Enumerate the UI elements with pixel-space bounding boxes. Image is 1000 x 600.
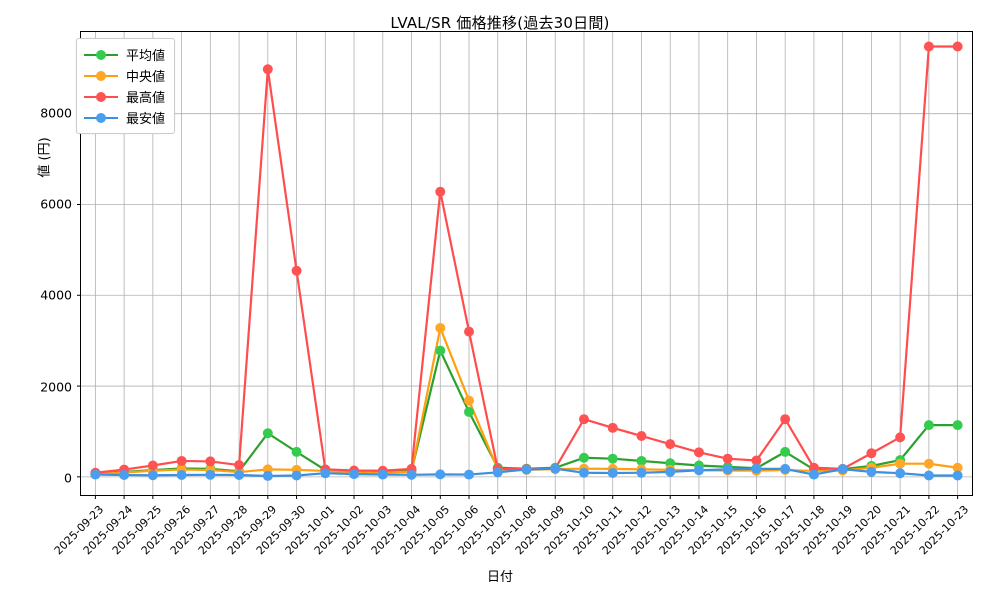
data-point-marker: [262, 428, 273, 439]
data-point-marker: [147, 460, 158, 471]
data-point-marker: [895, 468, 906, 479]
data-point-marker: [521, 464, 532, 475]
data-point-marker: [952, 41, 963, 52]
data-point-marker: [578, 467, 589, 478]
chart-title: LVAL/SR 価格推移(過去30日間): [390, 14, 610, 32]
y-tick-label: 8000: [40, 105, 72, 121]
legend-swatch-icon: [84, 91, 118, 103]
data-point-marker: [349, 469, 360, 480]
data-point-marker: [464, 406, 475, 417]
data-point-marker: [693, 465, 704, 476]
data-point-marker: [895, 458, 906, 469]
data-point-marker: [435, 322, 446, 333]
series-line: [94, 45, 959, 474]
data-point-marker: [665, 466, 676, 477]
data-point-marker: [780, 463, 791, 474]
data-point-marker: [320, 468, 331, 479]
data-point-marker: [866, 448, 877, 459]
data-point-marker: [607, 468, 618, 478]
data-point-marker: [780, 414, 791, 425]
legend-item[interactable]: 最高値: [84, 86, 165, 107]
legend-item[interactable]: 中央値: [84, 65, 165, 86]
data-point-marker: [636, 431, 647, 441]
y-tick-label: 2000: [40, 379, 72, 395]
data-point-marker: [952, 470, 963, 481]
data-point-marker: [435, 469, 446, 480]
data-point-marker: [722, 464, 733, 475]
data-point-marker: [808, 462, 819, 473]
data-point-marker: [234, 470, 245, 481]
data-point-marker: [492, 467, 503, 478]
data-point-marker: [205, 469, 216, 480]
data-point-marker: [923, 458, 934, 469]
y-tick-label: 4000: [40, 287, 72, 303]
data-point-marker: [636, 455, 647, 466]
data-point-marker: [291, 265, 302, 276]
y-tick-label: 6000: [40, 196, 72, 212]
data-point-marker: [234, 460, 245, 471]
data-point-marker: [205, 456, 216, 467]
y-axis-tick-labels: 0 2000 4000 6000 8000: [0, 31, 72, 496]
data-point-marker: [607, 453, 618, 464]
chart-legend: 平均値中央値最高値最安値: [76, 38, 176, 134]
legend-swatch-icon: [84, 112, 118, 124]
data-point-marker: [550, 463, 561, 474]
data-point-marker: [665, 439, 676, 450]
data-point-marker: [722, 453, 733, 464]
legend-label: 平均値: [126, 49, 166, 64]
y-tick-label: 0: [64, 470, 72, 486]
data-point-marker: [435, 345, 446, 356]
plot-area: [77, 31, 973, 499]
data-point-marker: [952, 462, 963, 473]
data-point-marker: [923, 470, 934, 481]
data-point-marker: [895, 432, 906, 443]
data-point-marker: [607, 422, 618, 433]
data-point-marker: [923, 41, 934, 52]
chart-series-layer: [90, 41, 963, 481]
x-axis-label: 日付: [486, 570, 513, 585]
legend-label: 最安値: [126, 112, 166, 127]
data-point-marker: [176, 470, 187, 481]
legend-label: 中央値: [126, 70, 166, 85]
data-point-marker: [808, 469, 819, 480]
data-point-marker: [780, 446, 791, 457]
data-point-marker: [291, 446, 302, 457]
legend-item[interactable]: 最安値: [84, 107, 165, 128]
series-line: [94, 326, 959, 476]
data-point-marker: [176, 455, 187, 466]
data-point-marker: [262, 64, 273, 75]
data-point-marker: [262, 470, 273, 481]
data-point-marker: [751, 463, 762, 474]
data-point-marker: [90, 469, 101, 480]
data-point-marker: [578, 452, 589, 463]
data-point-marker: [636, 467, 647, 478]
data-point-marker: [923, 420, 934, 431]
data-point-marker: [406, 469, 417, 480]
data-point-marker: [751, 455, 762, 466]
data-point-marker: [147, 470, 158, 481]
legend-swatch-icon: [84, 70, 118, 82]
data-point-marker: [952, 420, 963, 431]
legend-swatch-icon: [84, 49, 118, 61]
data-point-marker: [578, 414, 589, 425]
data-point-marker: [866, 466, 877, 477]
data-point-marker: [837, 464, 848, 475]
data-point-marker: [464, 469, 475, 480]
legend-label: 最高値: [126, 91, 166, 106]
data-point-marker: [435, 186, 446, 197]
legend-item[interactable]: 平均値: [84, 44, 165, 65]
data-point-marker: [464, 395, 475, 406]
data-point-marker: [291, 470, 302, 481]
data-point-marker: [464, 326, 475, 337]
data-point-marker: [119, 470, 130, 481]
data-point-marker: [377, 469, 388, 480]
data-point-marker: [693, 447, 704, 458]
series-line: [94, 349, 959, 475]
